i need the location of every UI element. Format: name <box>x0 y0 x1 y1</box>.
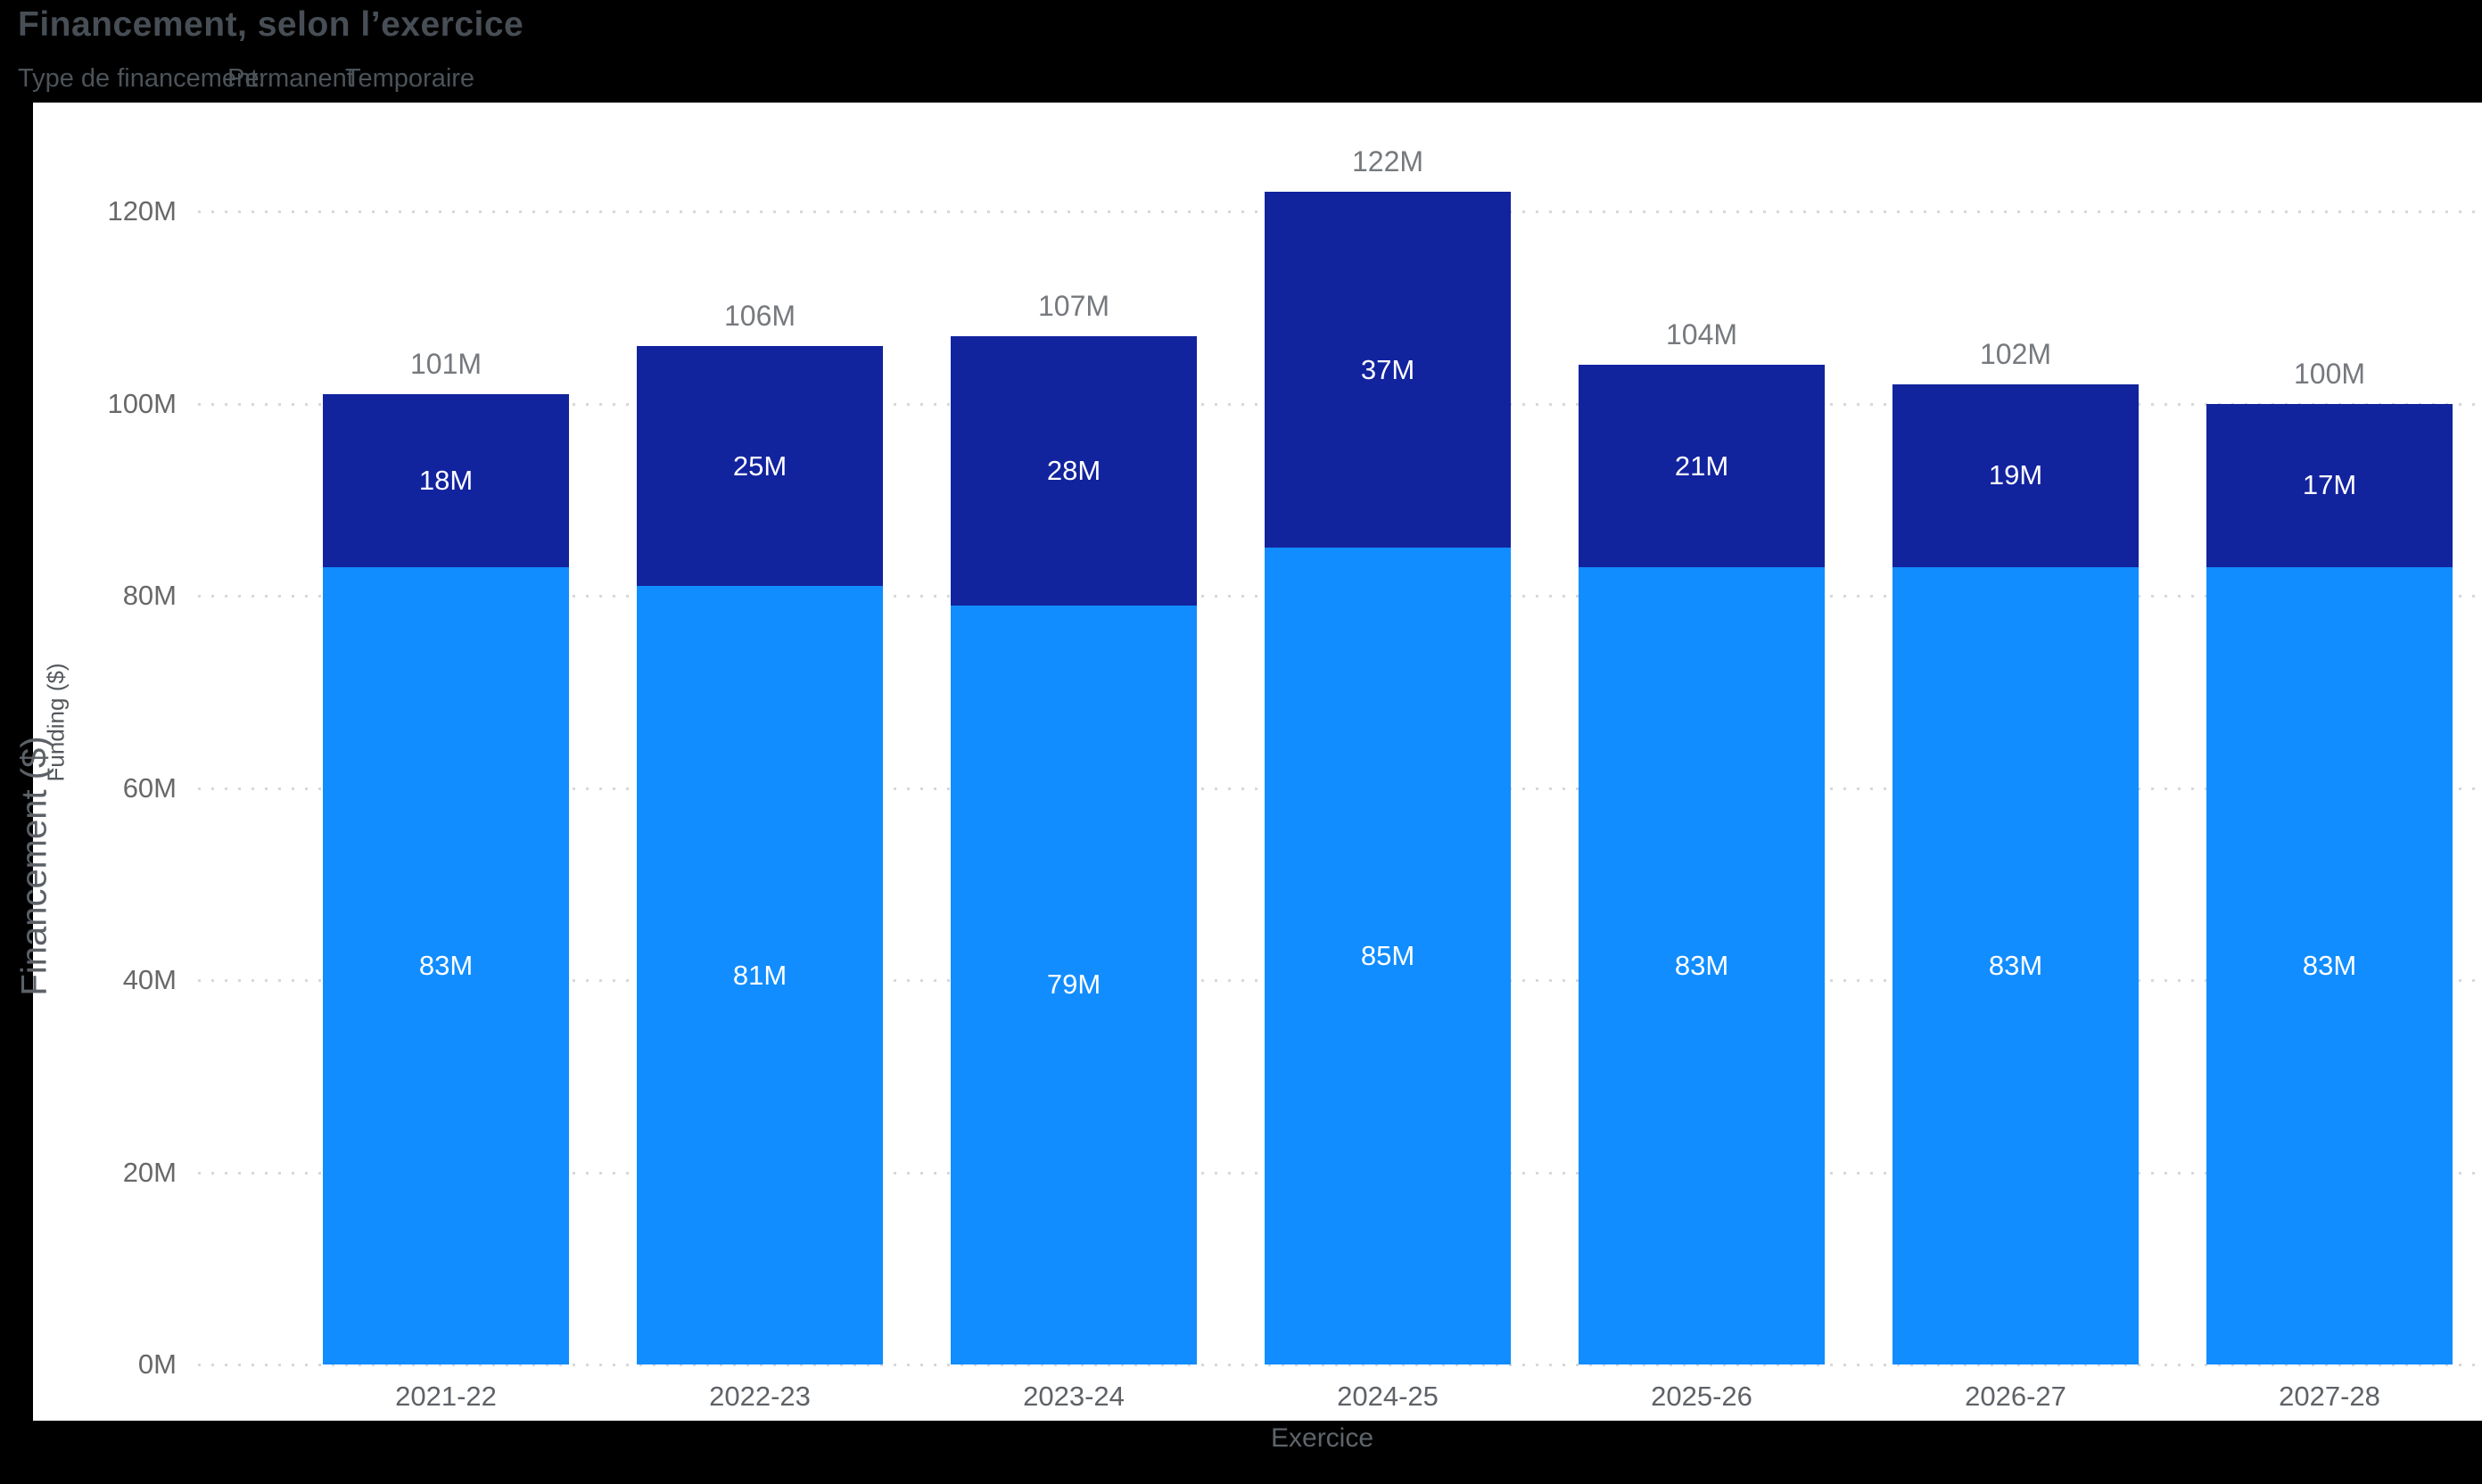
y-tick-label: 40M <box>122 964 177 995</box>
bar-segment-temporaire-2025-26[interactable]: 21M <box>1579 365 1825 567</box>
bar-segment-temporaire-2027-28[interactable]: 17M <box>2206 403 2453 567</box>
bar-segment-temporaire-2022-23[interactable]: 25M <box>637 345 883 587</box>
bar-value-label: 81M <box>732 959 787 991</box>
bar-segment-permanent-2022-23[interactable]: 81M <box>637 586 883 1364</box>
bar-total-label: 104M <box>1665 318 1738 351</box>
bar-total-label: 100M <box>2293 357 2366 390</box>
bar-total-label: 122M <box>1351 145 1424 178</box>
legend-item-temporaire[interactable]: Temporaire <box>345 64 475 93</box>
bar-value-label: 83M <box>1988 949 2043 981</box>
bar-value-label: 28M <box>1046 454 1101 486</box>
bar-value-label: 17M <box>2302 469 2357 501</box>
bar-total-label: 106M <box>723 299 796 332</box>
x-tick-label: 2022-23 <box>709 1381 811 1412</box>
bar-total-label: 107M <box>1037 290 1110 323</box>
y-tick-label: 20M <box>122 1156 177 1188</box>
bar-segment-temporaire-2024-25[interactable]: 37M <box>1265 192 1511 548</box>
gridline <box>198 1364 2482 1366</box>
bar-value-label: 85M <box>1360 940 1415 972</box>
bar-value-label: 21M <box>1674 449 1729 482</box>
y-tick-label: 100M <box>107 387 177 419</box>
bar-segment-permanent-2023-24[interactable]: 79M <box>951 605 1197 1364</box>
y-axis-title: Financement ($) <box>14 736 54 996</box>
bar-total-label: 102M <box>1979 337 2052 370</box>
y-tick-label: 120M <box>107 195 177 227</box>
legend-item-permanent[interactable]: Permanent <box>227 64 354 93</box>
x-tick-label: 2026-27 <box>1965 1381 2066 1412</box>
y-tick-label: 60M <box>122 771 177 804</box>
bar-segment-temporaire-2023-24[interactable]: 28M <box>951 336 1197 606</box>
bar-segment-permanent-2025-26[interactable]: 83M <box>1579 566 1825 1364</box>
bar-segment-temporaire-2021-22[interactable]: 18M <box>323 393 569 567</box>
bar-value-label: 19M <box>1988 459 2043 491</box>
chart-title: Financement, selon l’exercice <box>18 5 524 44</box>
bar-value-label: 83M <box>1674 949 1729 981</box>
bar-value-label: 37M <box>1360 353 1415 385</box>
y-tick-label: 80M <box>122 580 177 611</box>
bar-value-label: 79M <box>1046 969 1101 1001</box>
x-tick-label: 2027-28 <box>2279 1381 2380 1412</box>
y-tick-label: 0M <box>137 1348 177 1380</box>
x-tick-label: 2024-25 <box>1337 1381 1439 1412</box>
bar-value-label: 83M <box>2302 949 2357 981</box>
bar-segment-permanent-2027-28[interactable]: 83M <box>2206 566 2453 1364</box>
bar-value-label: 25M <box>732 449 787 482</box>
bar-segment-permanent-2026-27[interactable]: 83M <box>1892 566 2139 1364</box>
bar-segment-temporaire-2026-27[interactable]: 19M <box>1892 383 2139 567</box>
x-tick-label: 2023-24 <box>1023 1381 1125 1412</box>
x-axis-title: Exercice <box>1271 1423 1374 1453</box>
x-tick-label: 2021-22 <box>395 1381 497 1412</box>
legend-title: Type de financement: <box>18 64 266 93</box>
x-tick-label: 2025-26 <box>1651 1381 1752 1412</box>
bar-value-label: 83M <box>418 949 474 981</box>
bar-segment-permanent-2024-25[interactable]: 85M <box>1265 548 1511 1364</box>
bar-value-label: 18M <box>418 464 474 496</box>
bar-total-label: 101M <box>409 347 482 380</box>
bar-segment-permanent-2021-22[interactable]: 83M <box>323 566 569 1364</box>
